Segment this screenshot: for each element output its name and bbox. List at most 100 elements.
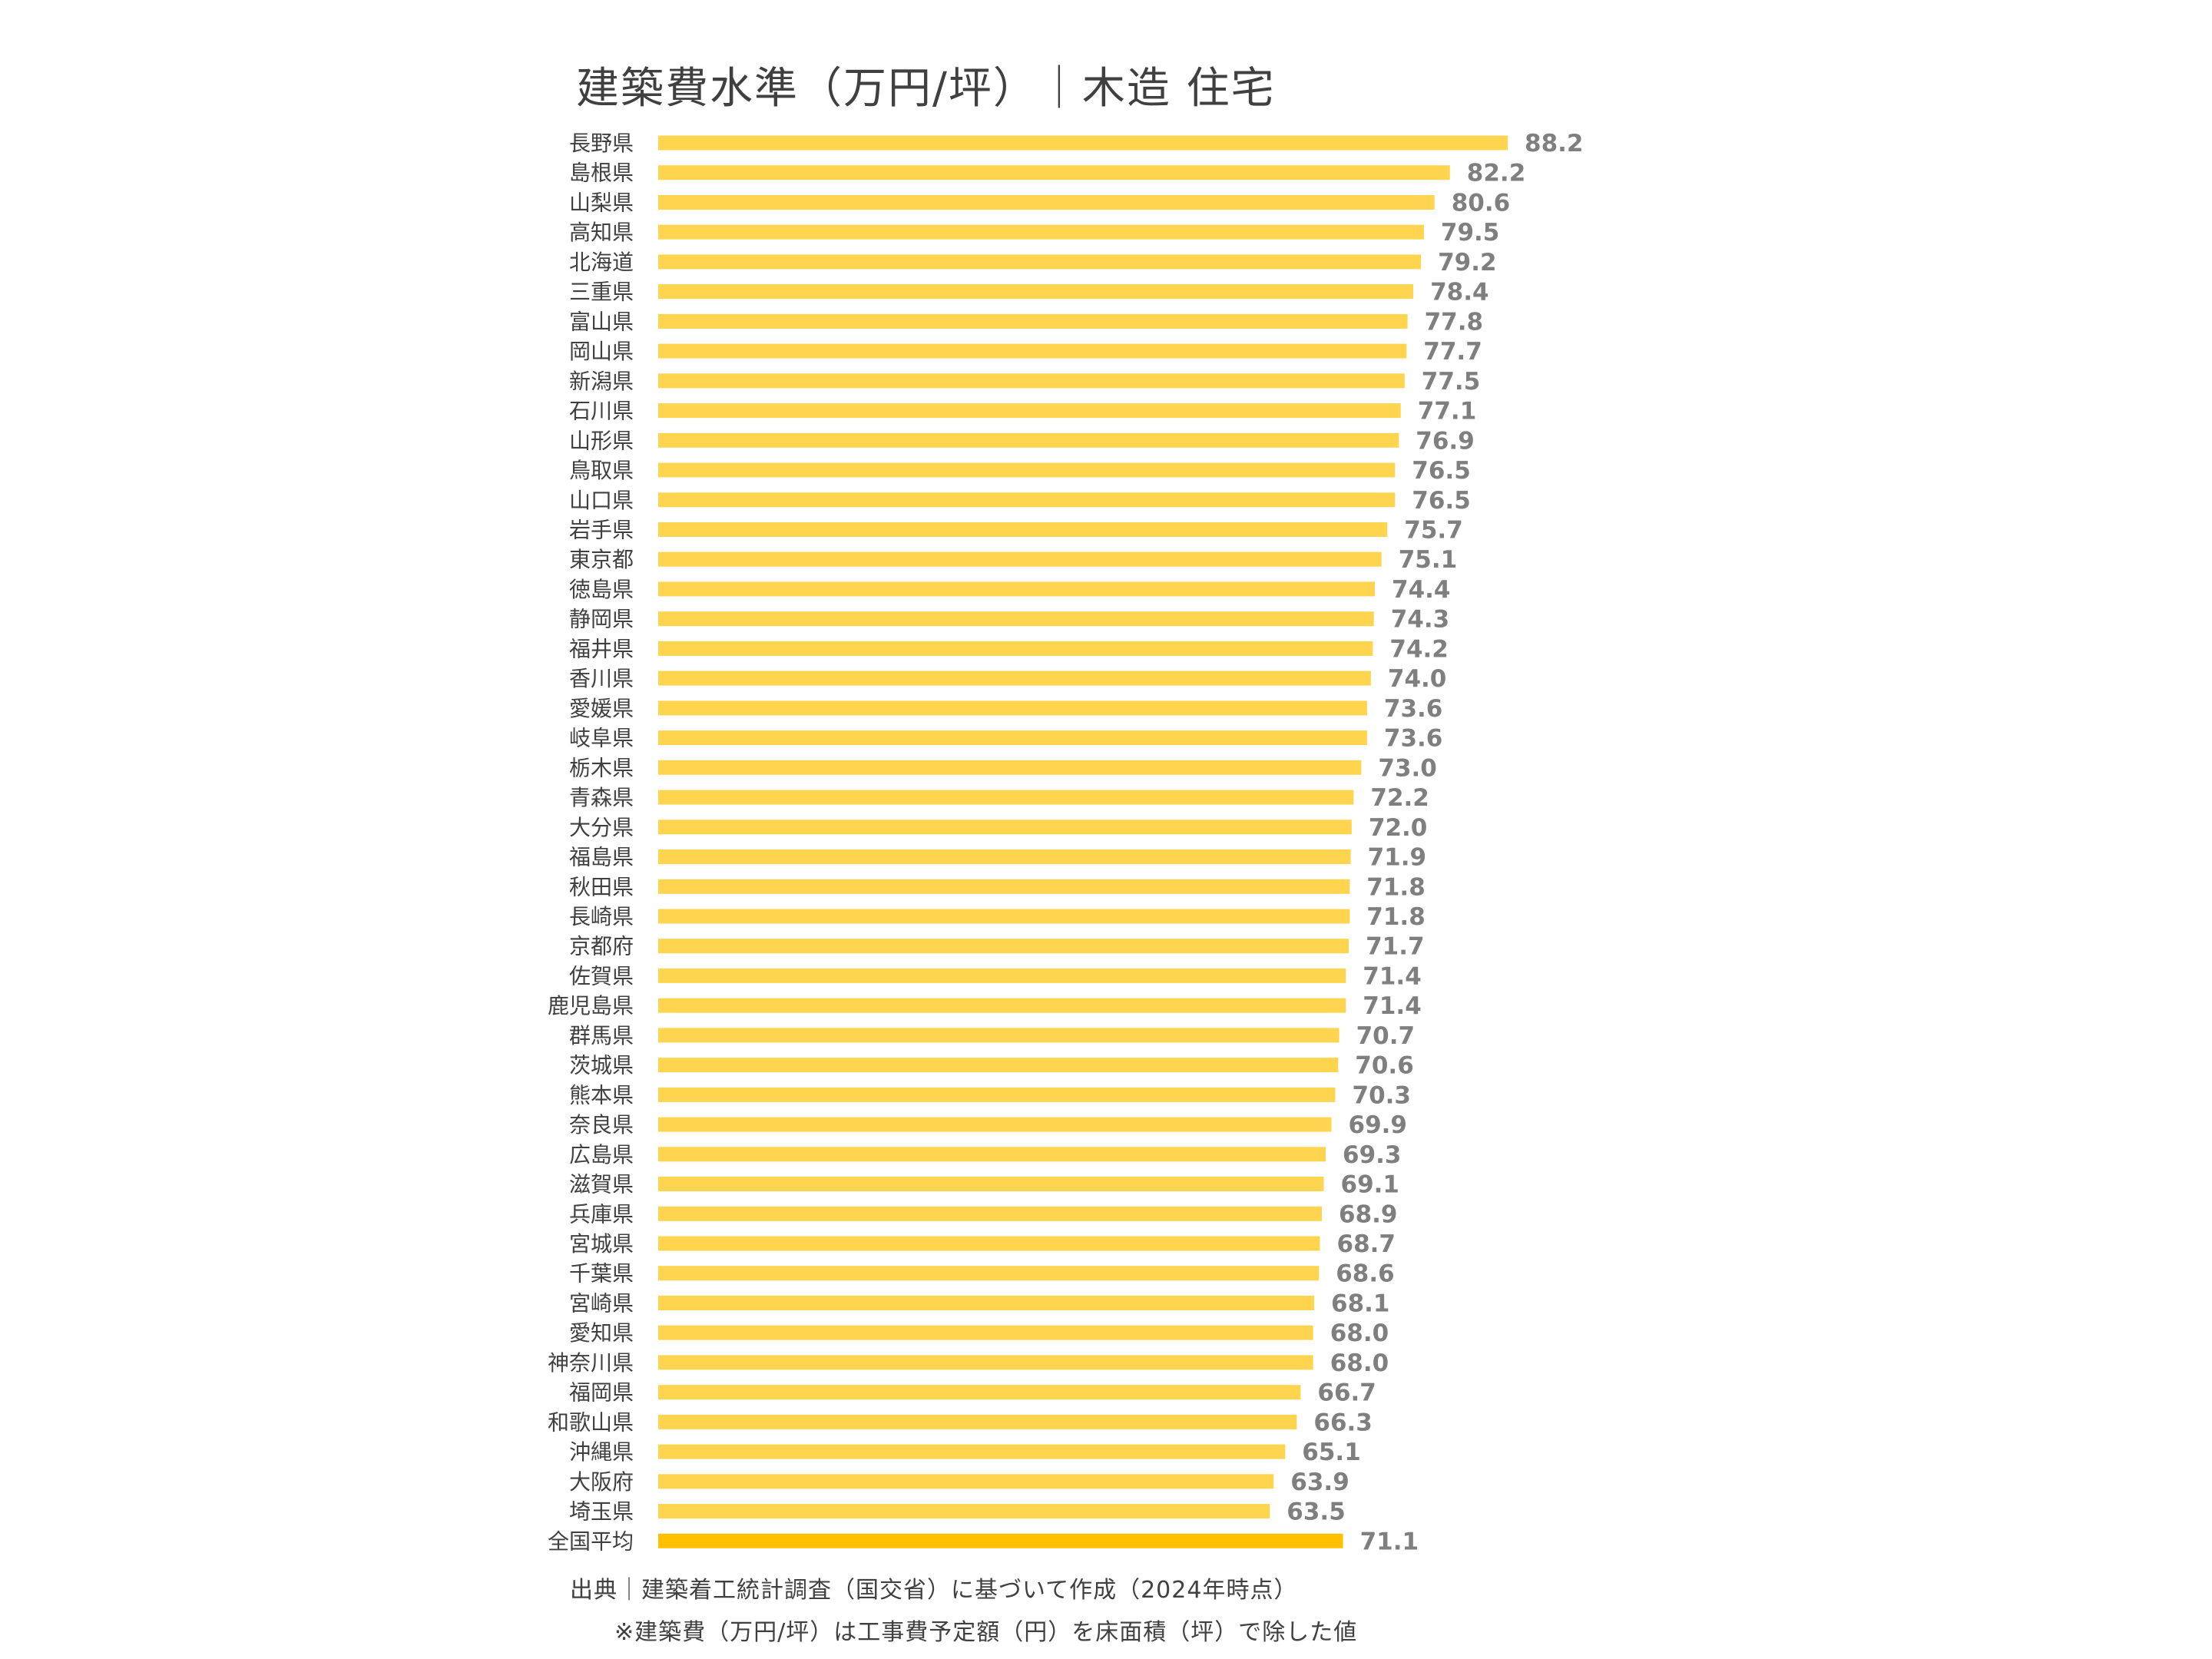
value-label: 71.4 — [1363, 962, 1422, 990]
category-label: 大阪府 — [569, 1469, 634, 1495]
category-label: 山口県 — [569, 488, 634, 513]
value-label: 78.4 — [1430, 279, 1489, 306]
value-label: 77.1 — [1418, 398, 1477, 426]
category-label: 広島県 — [569, 1142, 634, 1167]
value-label: 68.9 — [1339, 1200, 1398, 1228]
value-label: 76.5 — [1412, 487, 1471, 515]
category-label: 福岡県 — [569, 1380, 634, 1406]
category-label: 愛媛県 — [569, 696, 634, 721]
bar-national-average — [658, 1533, 1343, 1548]
category-label: 秋田県 — [569, 874, 634, 899]
bar — [658, 1028, 1339, 1043]
bar — [658, 1206, 1322, 1221]
bar — [658, 1355, 1313, 1370]
value-label: 79.2 — [1438, 249, 1497, 276]
category-label: 佐賀県 — [569, 963, 634, 988]
value-label: 88.2 — [1525, 130, 1584, 157]
category-label: 神奈川県 — [548, 1350, 634, 1376]
category-label: 岡山県 — [569, 339, 634, 364]
bar — [658, 1147, 1326, 1162]
value-label: 73.6 — [1384, 695, 1443, 723]
category-label: 宮崎県 — [569, 1291, 634, 1316]
category-label: 沖縄県 — [569, 1439, 634, 1465]
method-note: ※建築費（万円/坪）は工事費予定額（円）を床面積（坪）で除した値 — [614, 1619, 1358, 1646]
value-label: 73.6 — [1384, 725, 1443, 753]
value-label: 65.1 — [1302, 1439, 1361, 1466]
category-label: 新潟県 — [569, 369, 634, 394]
value-label: 82.2 — [1467, 160, 1526, 187]
category-label: 埼玉県 — [569, 1499, 634, 1525]
category-label: 富山県 — [569, 309, 634, 334]
value-label: 71.8 — [1366, 873, 1426, 901]
category-label: 滋賀県 — [569, 1172, 634, 1197]
bar — [658, 284, 1414, 300]
value-label: 68.0 — [1330, 1349, 1389, 1377]
bar — [658, 373, 1405, 389]
category-label: 高知県 — [569, 220, 634, 245]
source-note: 出典｜建築着工統計調査（国交省）に基づいて作成（2024年時点） — [570, 1577, 1298, 1604]
value-label: 68.0 — [1330, 1320, 1389, 1347]
bar — [658, 1058, 1339, 1073]
value-label: 68.1 — [1331, 1290, 1390, 1318]
value-label: 80.6 — [1452, 190, 1511, 217]
bar — [658, 165, 1450, 180]
value-label: 70.7 — [1356, 1022, 1416, 1050]
bar — [658, 998, 1346, 1013]
value-label: 75.1 — [1399, 546, 1458, 574]
bar — [658, 1444, 1286, 1459]
bar — [658, 551, 1382, 567]
bar — [658, 1474, 1274, 1489]
value-label: 66.7 — [1317, 1379, 1376, 1407]
value-label: 69.3 — [1343, 1141, 1402, 1169]
bar — [658, 849, 1351, 864]
category-label: 岩手県 — [569, 518, 634, 543]
bar — [658, 343, 1407, 359]
value-label: 63.5 — [1286, 1498, 1346, 1526]
bar — [658, 641, 1373, 656]
bar — [658, 1385, 1301, 1400]
bar — [658, 462, 1396, 478]
category-label: 三重県 — [569, 280, 634, 305]
bar — [658, 1296, 1314, 1310]
category-labels: 長野県島根県山梨県高知県北海道三重県富山県岡山県新潟県石川県山形県鳥取県山口県岩… — [548, 131, 634, 1554]
bar — [658, 1325, 1313, 1340]
value-label: 68.7 — [1337, 1230, 1396, 1258]
category-label: 香川県 — [569, 666, 634, 691]
bar — [658, 432, 1399, 448]
bar — [658, 760, 1362, 775]
value-labels: 88.2 82.2 80.679.579.2 78.477.877.777.577.1… — [1286, 130, 1583, 1555]
category-label: 愛知県 — [569, 1320, 634, 1346]
bar — [658, 224, 1424, 240]
bar — [658, 254, 1422, 270]
value-label: 70.6 — [1355, 1052, 1414, 1080]
bar — [658, 730, 1367, 746]
value-label: 74.3 — [1391, 606, 1450, 634]
value-label: 69.1 — [1341, 1171, 1400, 1199]
category-label: 千葉県 — [569, 1261, 634, 1286]
value-label: 77.8 — [1425, 308, 1484, 336]
bar — [658, 820, 1352, 835]
category-label: 和歌山県 — [548, 1409, 634, 1435]
bar — [658, 522, 1388, 537]
value-label: 72.2 — [1370, 784, 1429, 812]
value-label: 77.7 — [1423, 338, 1482, 366]
category-label: 奈良県 — [569, 1112, 634, 1137]
category-label: 青森県 — [569, 785, 634, 810]
value-label: 76.5 — [1412, 457, 1471, 485]
category-label: 長崎県 — [569, 904, 634, 929]
bar — [658, 195, 1435, 210]
bar — [658, 1414, 1297, 1429]
value-label: 66.3 — [1313, 1409, 1373, 1436]
value-label: 74.2 — [1389, 635, 1449, 663]
bar — [658, 313, 1408, 329]
value-label: 77.5 — [1422, 368, 1481, 396]
bar — [658, 581, 1375, 597]
value-label: 68.6 — [1336, 1260, 1395, 1288]
category-label: 大分県 — [569, 815, 634, 840]
category-label: 山形県 — [569, 428, 634, 453]
value-label: 71.7 — [1366, 933, 1425, 961]
bar — [658, 403, 1401, 419]
category-label: 茨城県 — [569, 1053, 634, 1078]
value-label: 73.0 — [1378, 754, 1437, 782]
category-label: 岐阜県 — [569, 726, 634, 751]
